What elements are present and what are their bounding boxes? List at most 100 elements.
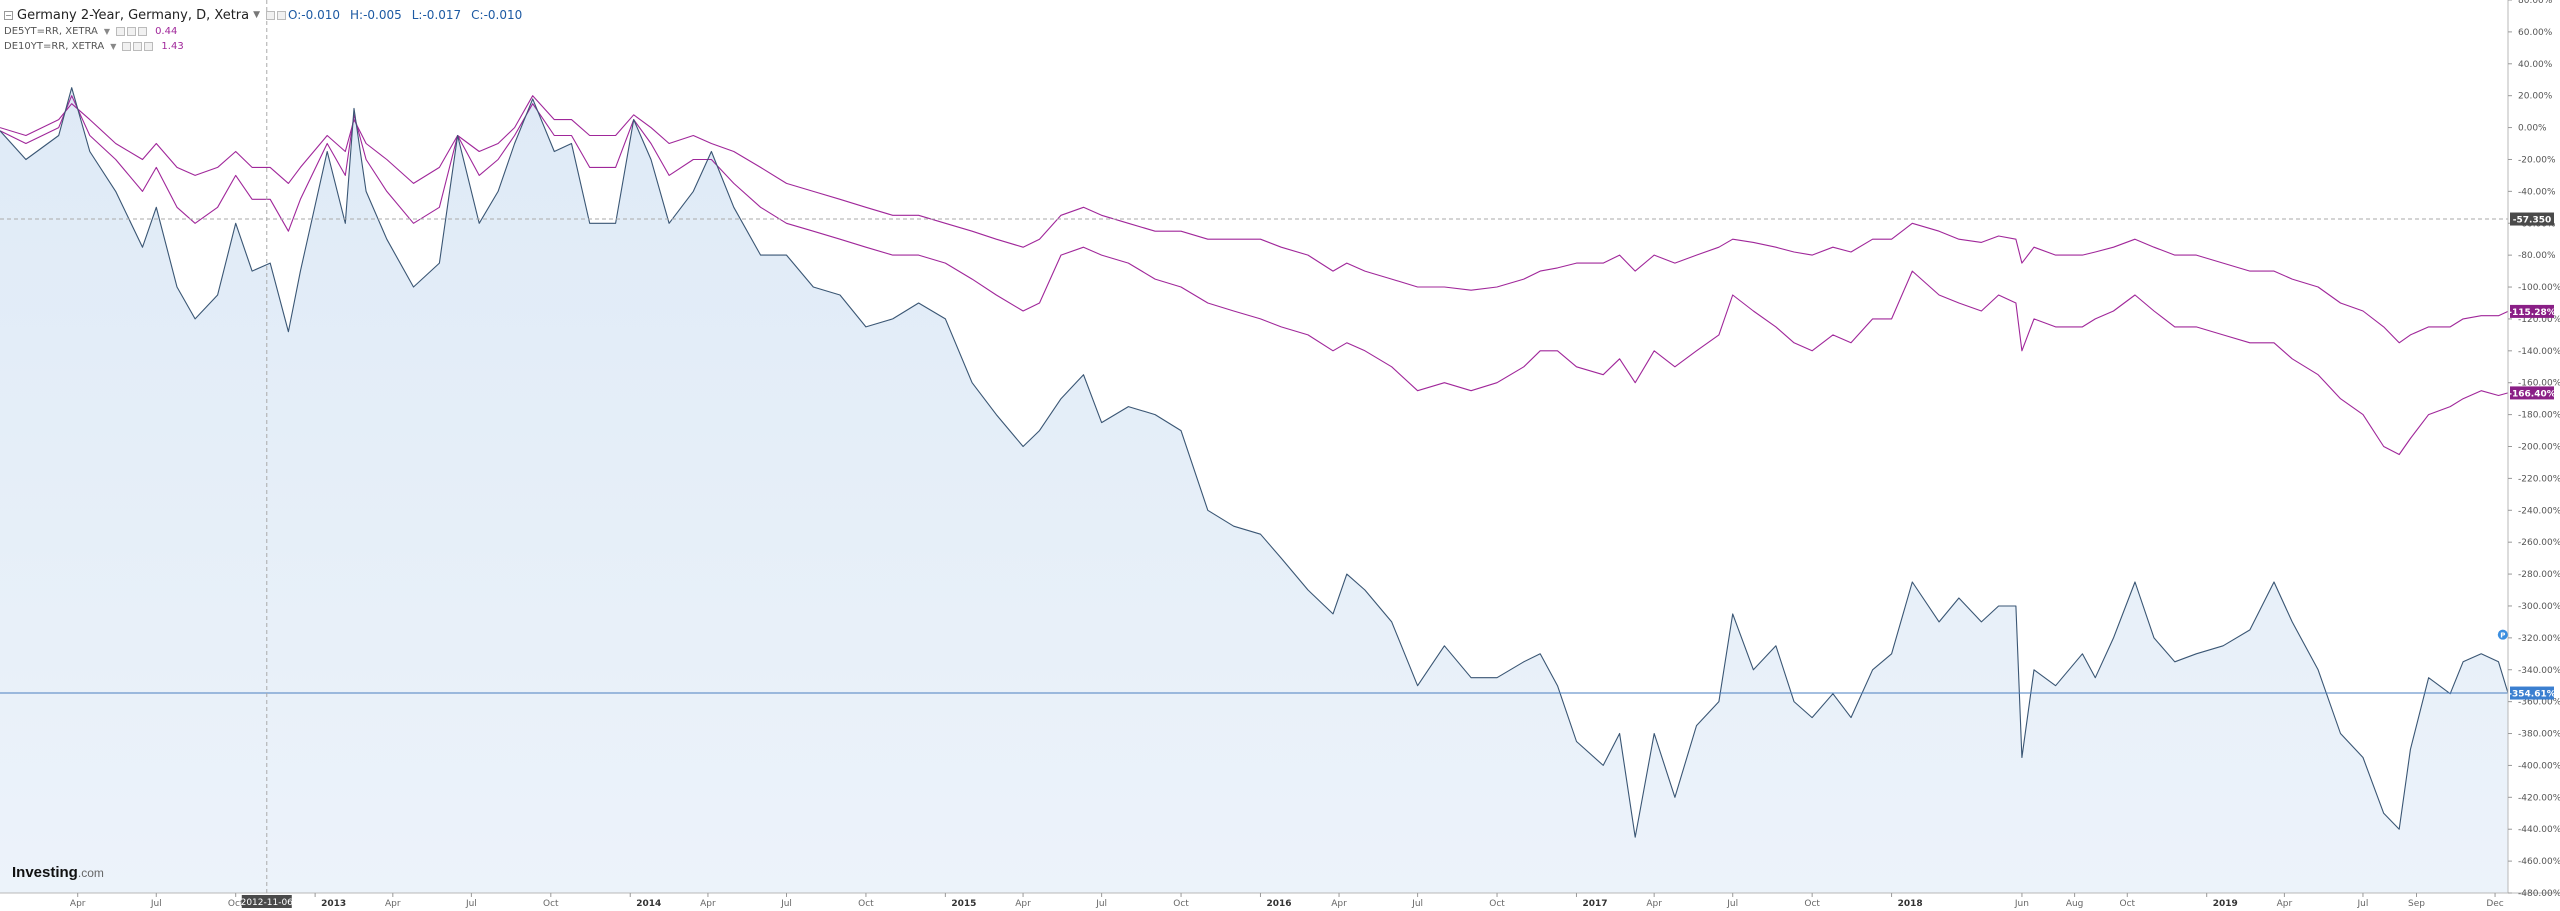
x-tick-label: 2015 xyxy=(951,899,976,909)
de5y-last-label: -115.28% xyxy=(2508,308,2555,318)
x-tick-label: Jun xyxy=(2014,899,2029,909)
close-value: C:-0.010 xyxy=(471,8,523,22)
chevron-down-icon[interactable]: ▼ xyxy=(110,42,117,51)
x-tick-label: 2019 xyxy=(2213,899,2238,909)
x-tick-label: Oct xyxy=(543,899,559,909)
main-series-area xyxy=(0,87,2508,893)
main-last-label-box xyxy=(2510,686,2554,700)
x-tick-label: 2017 xyxy=(1582,899,1607,909)
y-tick-label: 40.00% xyxy=(2518,60,2553,70)
overlay-symbol: DE10YT=RR, XETRA xyxy=(4,41,105,52)
y-tick-label: -280.00% xyxy=(2518,570,2560,580)
eye-control-icon[interactable] xyxy=(116,27,126,36)
y-tick-label: -360.00% xyxy=(2518,698,2560,708)
x-tick-label: Jul xyxy=(1726,899,1738,909)
y-tick-label: -440.00% xyxy=(2518,825,2560,835)
settings-control-icon[interactable] xyxy=(127,27,137,36)
y-tick-label: -260.00% xyxy=(2518,538,2560,548)
y-tick-label: -80.00% xyxy=(2518,251,2556,261)
y-tick-label: -100.00% xyxy=(2518,283,2560,293)
reference-lines xyxy=(0,0,2508,893)
y-tick-label: 60.00% xyxy=(2518,28,2553,38)
x-tick-label: Jul xyxy=(465,899,477,909)
low-value: L:-0.017 xyxy=(411,8,462,22)
x-tick-label: Apr xyxy=(1331,899,1347,909)
series-layer xyxy=(0,87,2509,893)
crosshair-price-label-box xyxy=(2510,212,2554,226)
x-tick-label: 2013 xyxy=(321,899,346,909)
y-tick-label: -320.00% xyxy=(2518,634,2560,644)
close-control-icon[interactable] xyxy=(138,27,148,36)
settings-control-icon[interactable] xyxy=(133,42,143,51)
y-tick-label: -140.00% xyxy=(2518,347,2560,357)
x-tick-label: Apr xyxy=(2277,899,2293,909)
main-series-line xyxy=(0,87,2509,838)
de5y-series-line xyxy=(0,95,2509,344)
close-control-icon[interactable] xyxy=(277,10,287,20)
x-tick-label: Jul xyxy=(1411,899,1423,909)
y-tick-label: -40.00% xyxy=(2518,187,2556,197)
overlay-value: 1.43 xyxy=(161,41,184,52)
open-value: O:-0.010 xyxy=(288,8,340,22)
crosshair-date-label: 2012-11-06 xyxy=(241,898,294,908)
x-tick-label: Oct xyxy=(1489,899,1505,909)
legend-main-row: − Germany 2-Year, Germany, D, Xetra ▼ O:… xyxy=(4,6,532,24)
x-tick-label: Apr xyxy=(1646,899,1662,909)
x-tick-label: Sep xyxy=(2408,899,2425,909)
de10y-series-line xyxy=(0,95,2509,456)
x-tick-label: Jul xyxy=(780,899,792,909)
main-last-label: -354.61% xyxy=(2508,690,2555,700)
y-tick-label: 20.00% xyxy=(2518,92,2553,102)
close-control-icon[interactable] xyxy=(144,42,154,51)
crosshair-price-label: -57.350 xyxy=(2513,216,2551,226)
y-tick-label: -160.00% xyxy=(2518,379,2560,389)
y-tick-label: -200.00% xyxy=(2518,443,2560,453)
de10y-last-label-box xyxy=(2510,386,2554,400)
y-tick-label: -420.00% xyxy=(2518,793,2560,803)
y-tick-label: -240.00% xyxy=(2518,506,2560,516)
x-tick-label: Jul xyxy=(2357,899,2369,909)
x-tick-label: 2018 xyxy=(1898,899,1923,909)
alert-marker-glyph: P xyxy=(2500,632,2505,640)
x-tick-label: Aug xyxy=(2066,899,2084,909)
x-tick-label: Oct xyxy=(2119,899,2135,909)
y-tick-label: -460.00% xyxy=(2518,857,2560,867)
investing-logo: Investing.com xyxy=(12,864,104,881)
x-tick-label: Apr xyxy=(70,899,86,909)
x-tick-label: Jul xyxy=(1095,899,1107,909)
crosshair-date-box xyxy=(241,895,292,908)
y-tick-label: 80.00% xyxy=(2518,0,2553,6)
chart-legend: − Germany 2-Year, Germany, D, Xetra ▼ O:… xyxy=(4,6,532,54)
de10y-last-label: -166.40% xyxy=(2508,389,2555,399)
y-tick-label: 0.00% xyxy=(2518,124,2547,134)
overlay-value: 0.44 xyxy=(155,26,178,37)
chevron-down-icon[interactable]: ▼ xyxy=(103,27,111,36)
price-labels: 2012-11-06 -57.350 -115.28% -166.40% -354.61… xyxy=(241,212,2556,908)
y-tick-label: -20.00% xyxy=(2518,155,2556,165)
eye-control-icon[interactable] xyxy=(122,42,132,51)
y-tick-label: -180.00% xyxy=(2518,411,2560,421)
x-tick-label: Apr xyxy=(385,899,401,909)
x-tick-label: Oct xyxy=(228,899,244,909)
y-tick-label: -220.00% xyxy=(2518,474,2560,484)
y-tick-label: -340.00% xyxy=(2518,666,2560,676)
collapse-legend-icon[interactable]: − xyxy=(4,10,13,20)
x-tick-label: Jul xyxy=(150,899,162,909)
y-tick-label: -480.00% xyxy=(2518,889,2560,899)
instrument-title: Germany 2-Year, Germany, D, Xetra xyxy=(17,7,250,23)
x-tick-label: Oct xyxy=(1173,899,1189,909)
y-tick-label: -400.00% xyxy=(2518,761,2560,771)
x-tick-label: Apr xyxy=(1015,899,1031,909)
x-tick-label: Dec xyxy=(2486,899,2503,909)
y-tick-label: -120.00% xyxy=(2518,315,2560,325)
x-tick-label: 2016 xyxy=(1266,899,1291,909)
settings-control-icon[interactable] xyxy=(266,10,276,20)
chevron-down-icon[interactable]: ▼ xyxy=(253,10,261,20)
alert-marker-icon xyxy=(2497,629,2508,640)
de5y-last-label-box xyxy=(2510,304,2554,318)
x-tick-label: 2014 xyxy=(636,899,661,909)
x-tick-label: Oct xyxy=(1804,899,1820,909)
legend-overlay-de10y: DE10YT=RR, XETRA ▼ 1.43 xyxy=(4,39,532,54)
